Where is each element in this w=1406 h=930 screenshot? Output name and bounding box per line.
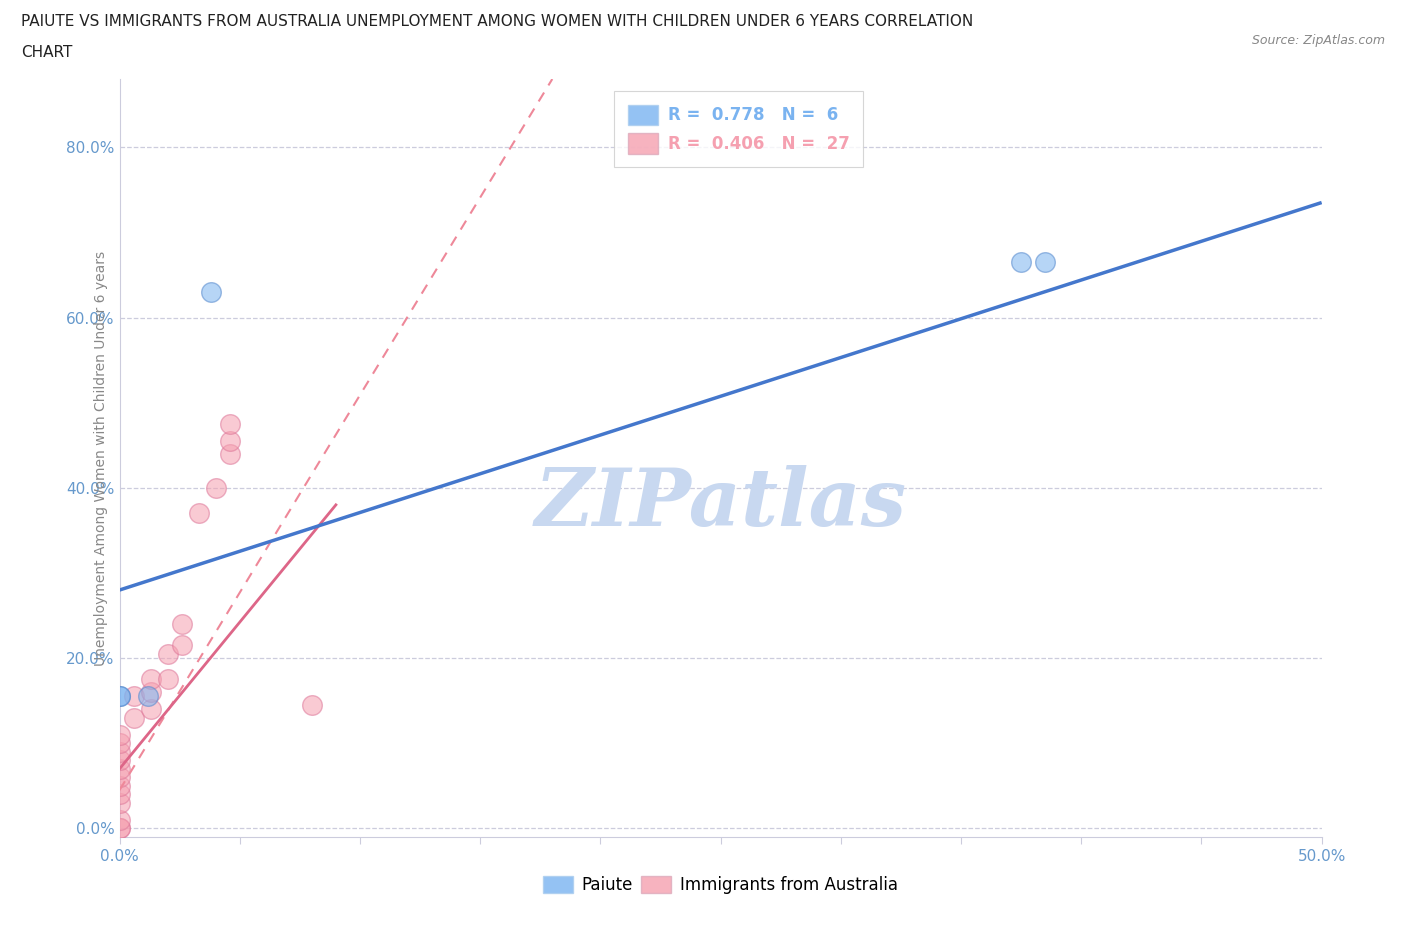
Point bbox=[204, 481, 226, 496]
Point bbox=[108, 787, 131, 802]
Point bbox=[108, 795, 131, 810]
Point bbox=[187, 506, 209, 521]
Point bbox=[219, 446, 242, 461]
Point bbox=[108, 778, 131, 793]
Text: CHART: CHART bbox=[21, 45, 73, 60]
Point bbox=[1033, 255, 1056, 270]
Point bbox=[156, 646, 179, 661]
Point bbox=[139, 702, 162, 717]
Point bbox=[108, 689, 131, 704]
Point bbox=[1010, 255, 1032, 270]
Point bbox=[139, 672, 162, 687]
Point bbox=[138, 689, 160, 704]
Point bbox=[108, 821, 131, 836]
Point bbox=[219, 417, 242, 432]
Point bbox=[122, 689, 145, 704]
Point bbox=[170, 638, 193, 653]
Point bbox=[122, 711, 145, 725]
Text: ZIPatlas: ZIPatlas bbox=[534, 465, 907, 542]
Point bbox=[139, 684, 162, 699]
Y-axis label: Unemployment Among Women with Children Under 6 years: Unemployment Among Women with Children U… bbox=[94, 250, 108, 666]
Point bbox=[108, 813, 131, 828]
Legend: Paiute, Immigrants from Australia: Paiute, Immigrants from Australia bbox=[537, 870, 904, 900]
Point bbox=[170, 617, 193, 631]
Point bbox=[108, 689, 131, 704]
Point bbox=[108, 744, 131, 759]
Text: PAIUTE VS IMMIGRANTS FROM AUSTRALIA UNEMPLOYMENT AMONG WOMEN WITH CHILDREN UNDER: PAIUTE VS IMMIGRANTS FROM AUSTRALIA UNEM… bbox=[21, 14, 973, 29]
Point bbox=[108, 727, 131, 742]
Point bbox=[108, 770, 131, 785]
Point bbox=[108, 753, 131, 768]
Point bbox=[108, 821, 131, 836]
Text: Source: ZipAtlas.com: Source: ZipAtlas.com bbox=[1251, 34, 1385, 47]
Point bbox=[108, 736, 131, 751]
Point bbox=[156, 672, 179, 687]
Point bbox=[219, 433, 242, 448]
Point bbox=[200, 285, 222, 299]
Point bbox=[301, 698, 323, 712]
Point bbox=[108, 762, 131, 777]
